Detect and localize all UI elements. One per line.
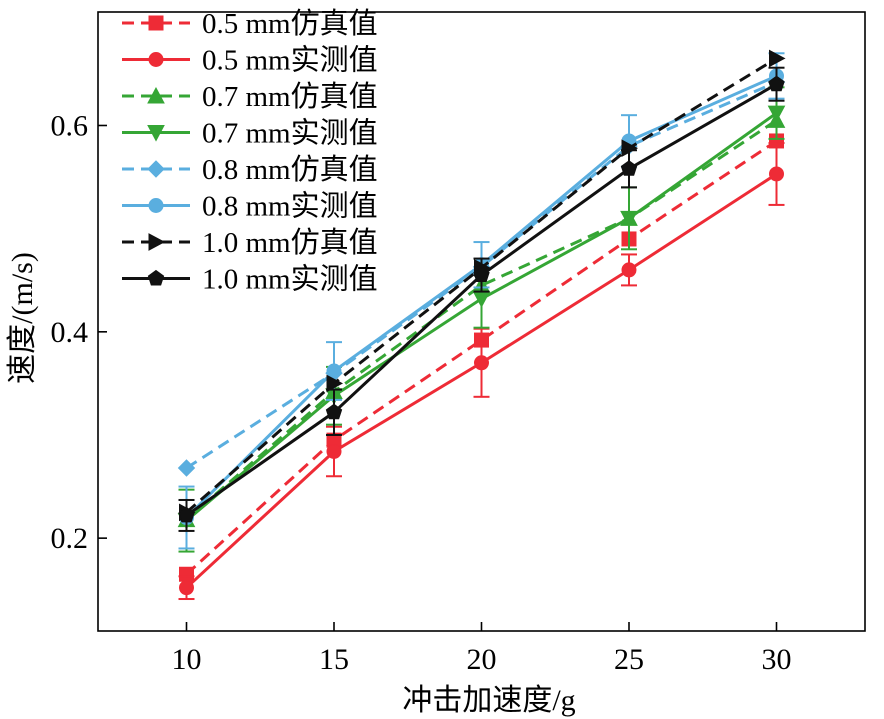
legend-marker [148,233,166,251]
legend-item: 0.8 mm实测值 [122,190,378,223]
legend-marker [147,269,165,286]
series-2 [178,142,785,601]
data-point [768,75,785,92]
series-line [185,80,778,470]
legend-marker [148,198,164,213]
series-line [185,139,778,576]
data-point [474,355,489,371]
series-line [185,119,778,521]
x-axis: 10 15 20 25 30 [172,622,792,676]
legend-marker [148,15,164,31]
data-point [769,166,784,182]
data-point [178,506,195,523]
legend-label: 0.8 mm实测值 [202,190,378,223]
y-axis: 0.2 0.4 0.6 [51,109,107,555]
x-axis-title: 冲击加速度/g [402,684,575,717]
legend-label: 0.5 mm实测值 [202,44,378,77]
legend-marker [147,86,165,104]
legend-label: 1.0 mm仿真值 [202,226,378,259]
data-point [769,49,786,68]
data-point [326,363,342,379]
data-point [621,262,637,278]
data-point [179,580,194,596]
legend-marker [148,52,164,67]
data-point [620,160,638,176]
legend-item: 0.7 mm实测值 [122,117,378,150]
legend-item: 0.5 mm仿真值 [122,7,378,40]
x-tick-label: 25 [614,643,644,676]
data-point [473,266,490,283]
x-tick-label: 20 [467,643,497,676]
series-8 [178,66,785,532]
x-tick-label: 15 [319,643,349,676]
data-point [472,291,491,308]
data-point [325,403,343,420]
legend-label: 0.7 mm实测值 [202,117,378,150]
legend-item: 0.7 mm仿真值 [122,80,378,113]
legend-item: 1.0 mm仿真值 [122,226,378,259]
legend-label: 0.7 mm仿真值 [202,80,378,113]
legend-label: 0.5 mm仿真值 [202,7,378,40]
data-point [326,374,344,393]
legend-item: 0.5 mm实测值 [122,44,378,77]
legend-marker [147,160,165,178]
legend-label: 1.0 mm实测值 [202,263,378,296]
legend-item: 1.0 mm实测值 [122,263,378,296]
y-tick-label: 0.6 [51,109,89,142]
legend-marker [147,125,165,142]
data-point [326,443,342,459]
data-point [767,105,786,123]
y-tick-label: 0.4 [51,316,89,349]
x-tick-label: 30 [762,643,792,676]
legend-item: 0.8 mm仿真值 [122,153,378,186]
data-point [177,459,196,477]
x-tick-label: 10 [172,643,202,676]
y-axis-title: 速度/(m/s) [6,252,39,384]
y-tick-label: 0.2 [51,522,89,555]
legend-label: 0.8 mm仿真值 [202,153,378,186]
data-point [620,210,638,228]
plot-area [97,11,866,632]
